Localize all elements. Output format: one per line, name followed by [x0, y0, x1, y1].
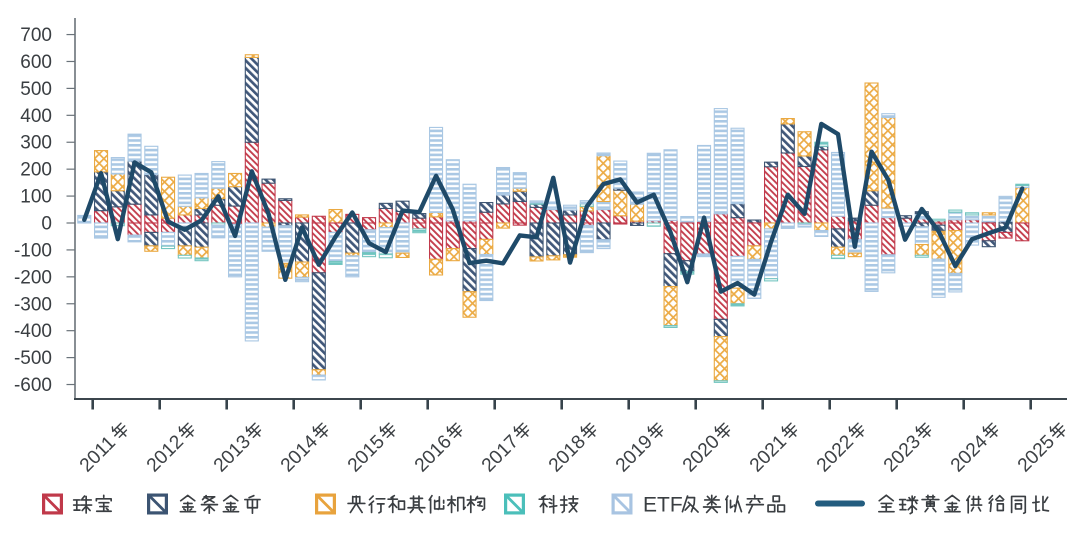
svg-text:0: 0 — [41, 214, 52, 235]
svg-text:ETF: ETF — [643, 494, 683, 517]
svg-text:400: 400 — [20, 106, 52, 127]
svg-text:500: 500 — [20, 79, 52, 100]
svg-text:-300: -300 — [14, 294, 52, 315]
svg-text:-100: -100 — [14, 240, 52, 261]
svg-text:100: 100 — [20, 187, 52, 208]
svg-text:200: 200 — [20, 160, 52, 181]
svg-text:-400: -400 — [14, 321, 52, 342]
svg-text:-600: -600 — [14, 375, 52, 396]
svg-text:700: 700 — [20, 25, 52, 46]
svg-text:-500: -500 — [14, 348, 52, 369]
svg-text:300: 300 — [20, 133, 52, 154]
svg-text:-200: -200 — [14, 267, 52, 288]
svg-text:600: 600 — [20, 52, 52, 73]
